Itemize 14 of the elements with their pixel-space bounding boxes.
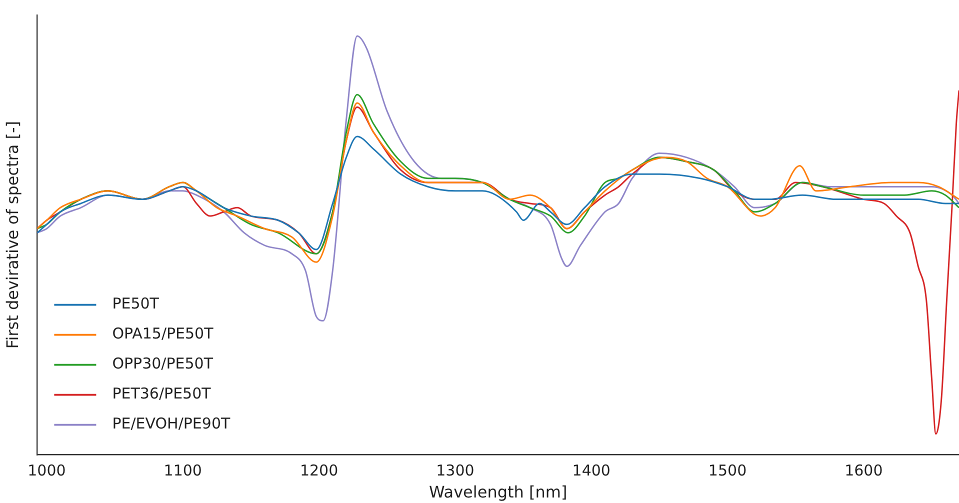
x-tick-label: 1100 [164, 462, 202, 480]
x-tick-label: 1500 [708, 462, 747, 480]
legend-label: OPA15/PE50T [112, 324, 214, 343]
y-axis-title: First devirative of spectra [-] [2, 120, 22, 349]
legend-label: PE/EVOH/PE90T [112, 414, 231, 433]
x-tick-label: 1300 [436, 462, 474, 480]
x-tick-label: 1000 [28, 462, 66, 480]
x-axis-title: Wavelength [nm] [428, 482, 568, 502]
legend-label: OPP30/PE50T [112, 354, 214, 373]
legend-label: PE50T [112, 294, 160, 313]
x-tick-label: 1400 [572, 462, 610, 480]
x-tick-label: 1600 [844, 462, 883, 480]
x-tick-label: 1200 [300, 462, 338, 480]
legend-label: PET36/PE50T [112, 384, 212, 403]
